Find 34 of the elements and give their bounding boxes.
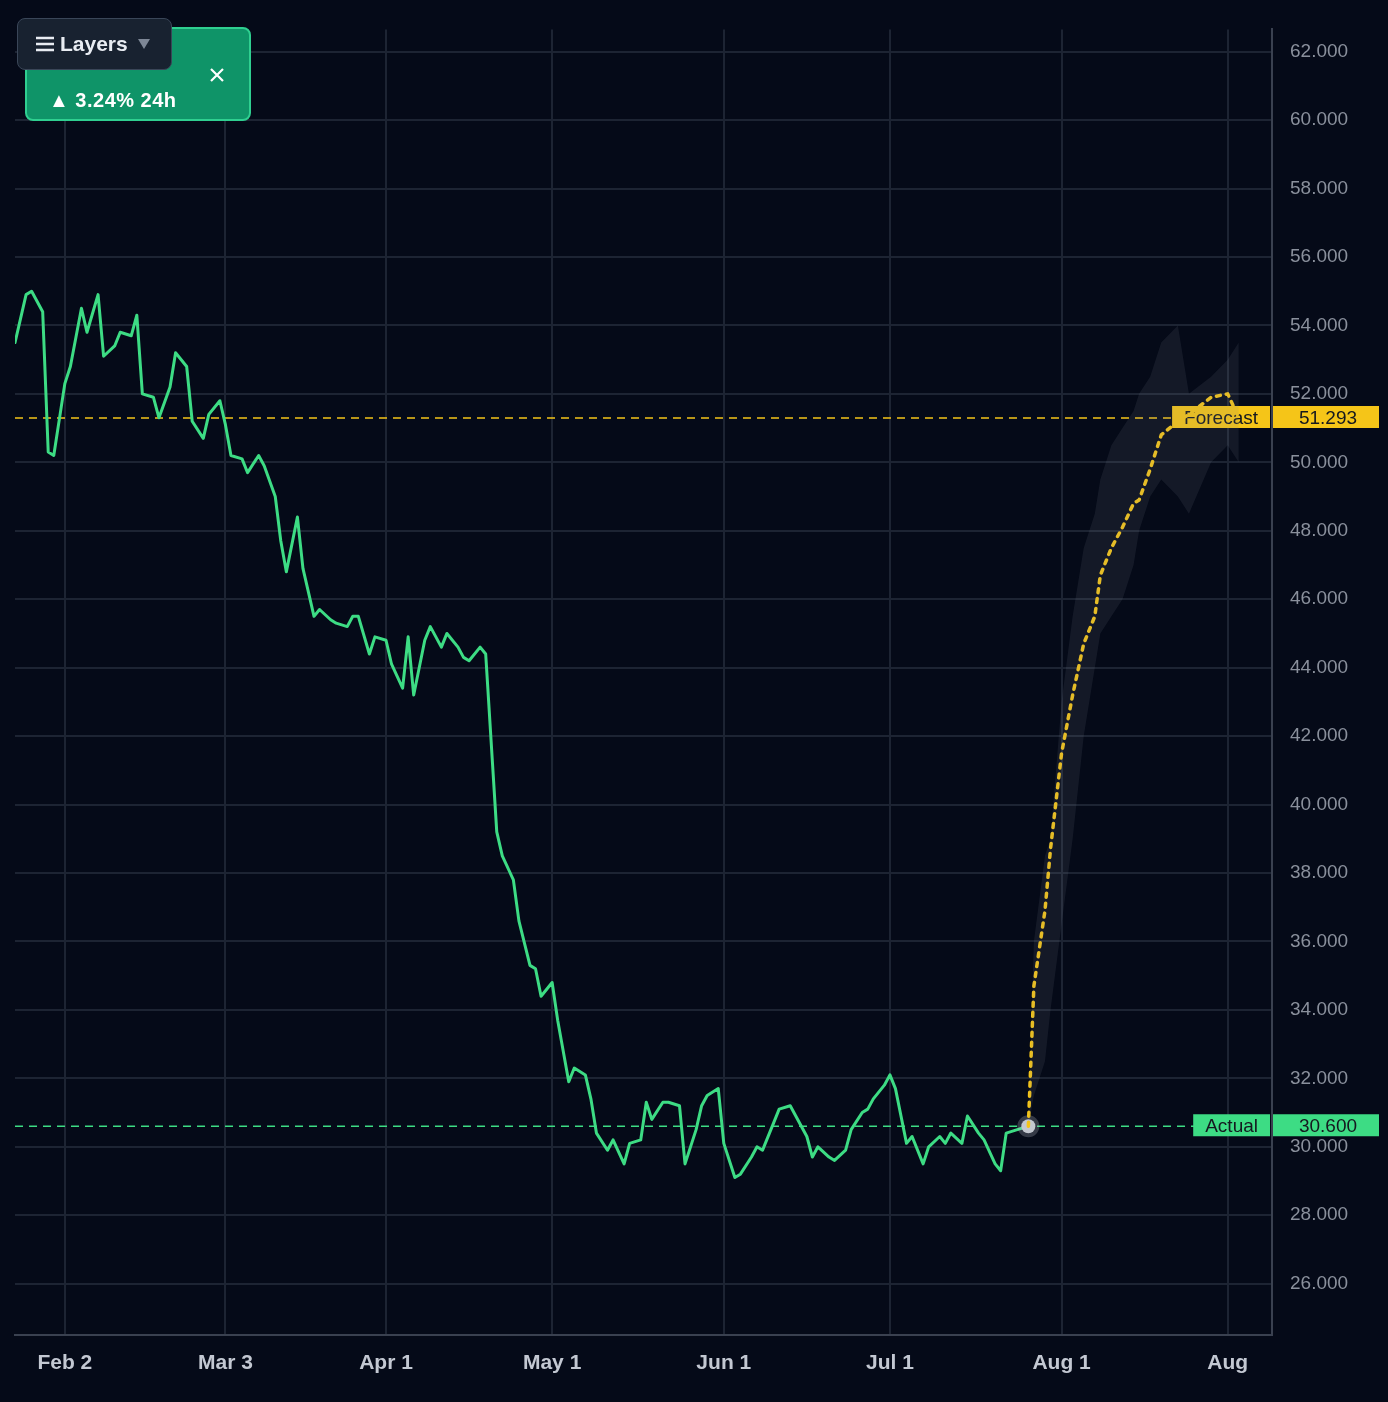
- y-tick-label: 32.000: [1290, 1066, 1349, 1088]
- y-tick-label: 30.000: [1290, 1135, 1349, 1157]
- y-tick-label: 44.000: [1290, 655, 1349, 677]
- y-tick-label: 54.000: [1290, 313, 1349, 335]
- x-tick-label: Aug: [1207, 1350, 1249, 1374]
- y-tick-label: 46.000: [1290, 587, 1349, 609]
- y-tick-label: 36.000: [1290, 929, 1349, 951]
- ref-line-label: Actual: [1205, 1115, 1258, 1137]
- layers-button: Layers: [17, 18, 172, 70]
- text: 30.600: [1298, 1115, 1358, 1137]
- y-tick-label: 62.000: [1290, 39, 1349, 61]
- y-tick-label: 40.000: [1290, 792, 1349, 814]
- text: 51.293: [1298, 407, 1358, 429]
- y-tick-label: 56.000: [1290, 245, 1349, 267]
- y-tick-label: 60.000: [1290, 108, 1349, 130]
- x-tick-label: Aug 1: [1032, 1350, 1092, 1374]
- y-tick-label: 34.000: [1290, 998, 1349, 1020]
- annotation: Layers: [60, 32, 128, 56]
- y-tick-label: 48.000: [1290, 519, 1349, 540]
- y-tick-label: 26.000: [1290, 1271, 1349, 1293]
- x-tick-label: Jun 1: [696, 1350, 752, 1374]
- y-tick-label: 58.000: [1290, 176, 1349, 198]
- x-tick-label: Mar 3: [197, 1350, 253, 1374]
- x-tick-label: Apr 1: [359, 1350, 414, 1374]
- x-tick-label: May 1: [522, 1350, 582, 1374]
- x-tick-label: Jul 1: [865, 1350, 915, 1374]
- y-tick-label: 50.000: [1290, 450, 1349, 472]
- y-tick-label: 52.000: [1290, 382, 1349, 404]
- annotation: ▲ 3.24% 24h: [49, 89, 177, 112]
- y-tick-label: 28.000: [1290, 1203, 1349, 1225]
- y-tick-label: 42.000: [1290, 724, 1349, 746]
- y-tick-label: 38.000: [1290, 861, 1349, 883]
- ref-line-label: Forecast: [1184, 407, 1259, 429]
- x-tick-label: Feb 2: [37, 1350, 93, 1374]
